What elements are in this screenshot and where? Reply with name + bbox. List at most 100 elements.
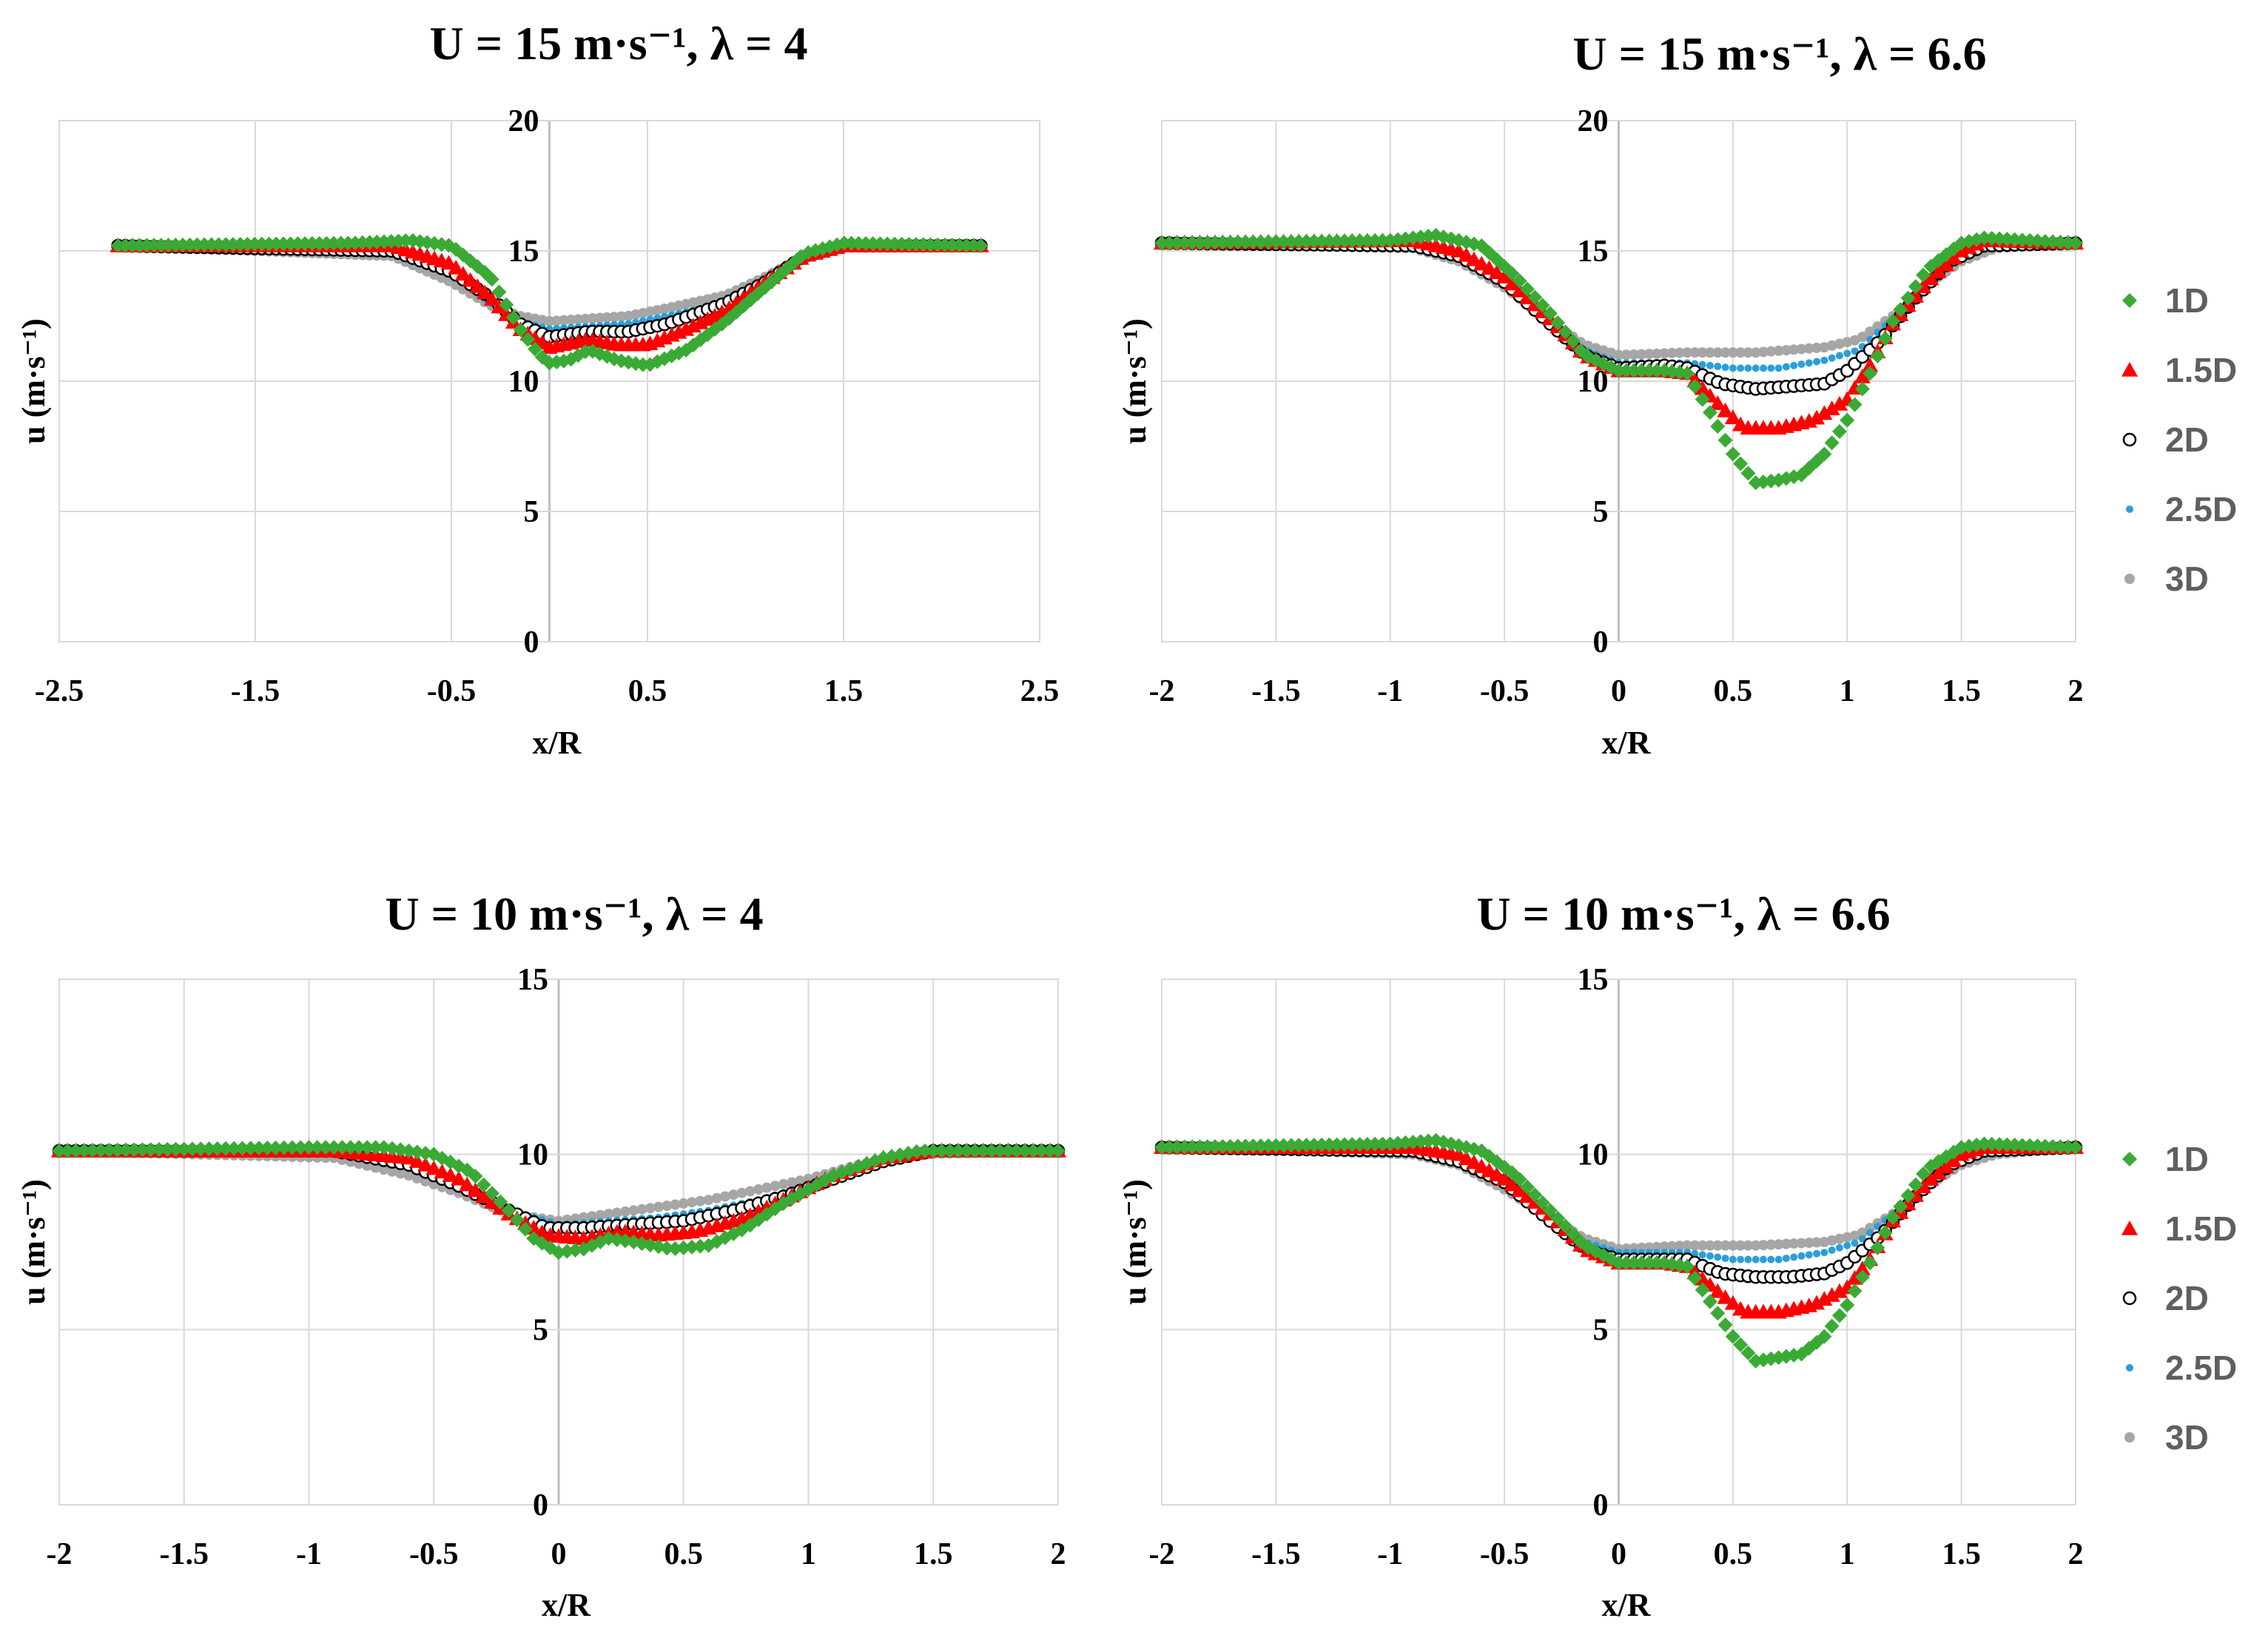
data-point-1D (1695, 392, 1710, 407)
data-point-1D (1862, 1255, 1878, 1271)
data-point-3D (1796, 343, 1807, 355)
data-point-1D (52, 1143, 67, 1158)
data-point-1D (1162, 235, 1177, 251)
data-point-1D (318, 1140, 333, 1155)
data-point-1.5D (1938, 1158, 1955, 1174)
data-point-2.5D (1774, 364, 1783, 372)
data-point-1D (1626, 1255, 1642, 1271)
data-point-1D (1299, 234, 1314, 249)
data-point-1D (293, 1140, 309, 1155)
data-point-1D (1817, 1329, 1832, 1344)
data-point-1D (1725, 446, 1740, 462)
data-point-1D (1900, 290, 1916, 306)
data-point-3D (578, 1212, 589, 1223)
data-point-1D (1740, 466, 1756, 481)
data-point-1D (1000, 1143, 1016, 1158)
data-point-3D (736, 1187, 747, 1198)
data-point-1.5D (1717, 1289, 1734, 1304)
data-point-1D (1885, 314, 1900, 329)
data-point-1D (1703, 405, 1717, 420)
data-point-2.5D (1737, 1255, 1745, 1263)
data-point-1D (1375, 1136, 1390, 1152)
x-tick-label: 1 (801, 1537, 816, 1571)
data-point-1D (1908, 1177, 1923, 1192)
data-point-1.5D (448, 259, 465, 275)
data-point-1D (1687, 379, 1703, 395)
data-point-3D (703, 1195, 714, 1206)
data-point-2.5D (1767, 1255, 1775, 1263)
data-point-2.5D (1835, 352, 1843, 360)
data-point-1D (684, 1239, 699, 1255)
data-point-1D (218, 1141, 233, 1156)
data-point-3D (670, 1199, 681, 1210)
data-point-1D (1314, 233, 1330, 249)
chart-title: U = 15 m·s⁻¹, λ = 6.6 (1572, 27, 1986, 80)
data-point-3D (1705, 1240, 1715, 1251)
data-point-1D (693, 1238, 708, 1254)
data-point-1D (1733, 456, 1749, 471)
data-point-1D (1558, 1218, 1573, 1234)
data-point-1D (1649, 363, 1664, 378)
data-point-1D (1322, 233, 1337, 249)
data-point-3D (711, 1192, 722, 1203)
y-tick-label: 0 (1593, 1488, 1609, 1522)
data-point-3D (387, 1166, 397, 1177)
x-tick-label: 0.5 (1714, 1537, 1753, 1571)
data-point-1D (484, 272, 499, 287)
data-point-1D (93, 1143, 109, 1158)
data-point-1D (1245, 235, 1261, 250)
data-point-1D (1283, 234, 1299, 249)
chart-title: U = 10 m·s⁻¹, λ = 4 (385, 887, 763, 940)
triangle-marker-icon (2121, 1221, 2138, 1235)
data-point-1D (518, 1221, 533, 1237)
data-point-3D (795, 1175, 806, 1186)
chart-title: U = 10 m·s⁻¹, λ = 6.6 (1476, 887, 1890, 940)
data-point-1.5D (459, 1176, 476, 1192)
y-tick-label: 15 (1578, 235, 1609, 269)
data-point-1D (1268, 234, 1284, 249)
data-point-3D (653, 1201, 664, 1212)
x-tick-label: -1.5 (1251, 1537, 1301, 1571)
data-point-1.5D (1504, 1176, 1521, 1192)
data-point-1D (1042, 1143, 1057, 1158)
data-point-1D (1276, 234, 1291, 249)
data-point-3D (778, 1178, 789, 1189)
data-point-1D (1359, 233, 1375, 249)
data-point-1.5D (1808, 1295, 1825, 1310)
legend-label: 2D (2165, 420, 2209, 459)
data-point-1D (1535, 298, 1550, 313)
data-point-1D (1703, 1294, 1717, 1309)
data-point-1D (959, 1143, 975, 1158)
data-point-1.5D (1694, 380, 1711, 395)
data-point-1D (1893, 1199, 1908, 1215)
data-point-3D (1773, 1239, 1784, 1250)
data-point-1D (1337, 1137, 1352, 1152)
x-tick-label: -1.5 (1251, 674, 1301, 708)
data-point-2.5D (1805, 1251, 1813, 1259)
x-tick-label: 2 (2068, 1537, 2084, 1571)
data-point-1.5D (408, 1153, 425, 1168)
x-tick-label: 1.5 (1942, 674, 1981, 708)
data-point-1D (1877, 331, 1893, 346)
data-point-1D (1253, 1138, 1268, 1154)
data-point-3D (1811, 343, 1823, 354)
data-point-1D (1352, 233, 1367, 249)
data-point-1.5D (1519, 1188, 1535, 1203)
data-point-1.5D (1724, 409, 1741, 425)
x-tick-label: -1.5 (160, 1537, 209, 1571)
x-tick-label: -2.5 (35, 674, 84, 708)
data-point-1D (1034, 1143, 1049, 1158)
data-point-3D (1636, 349, 1647, 360)
data-point-1D (476, 1177, 491, 1192)
y-tick-label: 0 (524, 625, 539, 659)
data-point-1.5D (1709, 395, 1726, 410)
x-tick-label: 0.5 (628, 674, 667, 708)
data-point-2.5D (1835, 1243, 1843, 1252)
data-point-1D (1618, 363, 1634, 378)
data-point-1.5D (425, 1160, 443, 1175)
data-point-1D (1299, 1138, 1314, 1153)
data-point-3D (403, 1170, 414, 1181)
data-point-1D (1199, 235, 1215, 250)
data-point-3D (1720, 1240, 1731, 1251)
